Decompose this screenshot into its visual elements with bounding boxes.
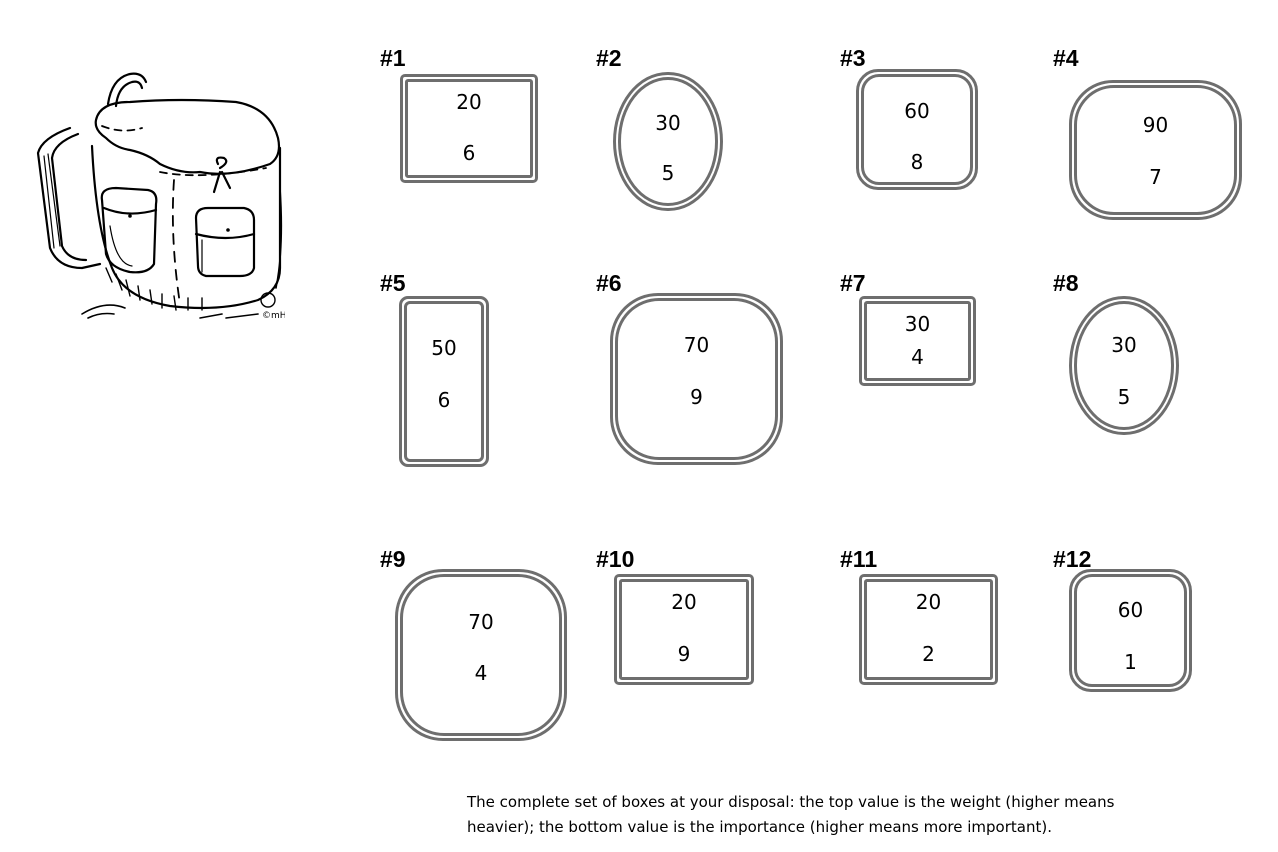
box-label: #9 (380, 546, 406, 572)
box-9: 70 4 (395, 569, 567, 741)
box-label: #12 (1053, 546, 1092, 572)
box-label: #1 (380, 45, 406, 71)
box-weight: 20 (456, 90, 482, 114)
box-10: 20 9 (614, 574, 754, 685)
box-11: 20 2 (859, 574, 998, 685)
box-weight: 50 (431, 336, 457, 360)
box-weight: 70 (683, 333, 710, 357)
box-importance: 9 (690, 385, 703, 409)
box-7: 30 4 (859, 296, 976, 386)
box-label: #7 (840, 270, 866, 296)
box-label: #11 (840, 546, 878, 572)
box-importance: 7 (1149, 165, 1162, 189)
box-4: 90 7 (1069, 80, 1242, 220)
box-5: 50 6 (399, 296, 489, 467)
box-weight: 20 (671, 590, 697, 614)
box-8: 30 5 (1069, 296, 1179, 435)
illustrator-signature: ©mH (262, 311, 285, 321)
box-1: 20 6 (400, 74, 538, 183)
box-3: 60 8 (856, 69, 978, 190)
box-importance: 4 (911, 345, 924, 369)
box-label: #6 (596, 270, 622, 296)
box-importance: 2 (922, 642, 935, 666)
box-weight: 20 (915, 590, 942, 614)
box-weight: 70 (468, 610, 494, 634)
box-label: #8 (1053, 270, 1079, 296)
box-12: 60 1 (1069, 569, 1192, 692)
box-label: #3 (840, 45, 866, 71)
box-importance: 8 (910, 150, 924, 174)
box-importance: 1 (1124, 650, 1137, 674)
box-weight: 60 (904, 99, 930, 123)
box-weight: 30 (1111, 333, 1137, 357)
box-label: #10 (596, 546, 635, 572)
box-label: #2 (596, 45, 622, 71)
box-importance: 9 (677, 642, 691, 666)
box-2: 30 5 (613, 72, 723, 211)
box-label: #5 (380, 270, 406, 296)
box-weight: 60 (1117, 598, 1144, 622)
box-importance: 6 (462, 141, 476, 165)
box-weight: 90 (1142, 113, 1169, 137)
box-importance: 6 (437, 388, 451, 412)
box-importance: 5 (661, 161, 675, 185)
box-6: 70 9 (610, 293, 783, 465)
caption: The complete set of boxes at your dispos… (467, 793, 1115, 836)
backpack-illustration: ©mH (36, 72, 285, 321)
box-weight: 30 (904, 312, 931, 336)
box-weight: 30 (655, 111, 681, 135)
box-importance: 5 (1117, 385, 1131, 409)
box-label: #4 (1053, 45, 1079, 71)
box-importance: 4 (474, 661, 488, 685)
